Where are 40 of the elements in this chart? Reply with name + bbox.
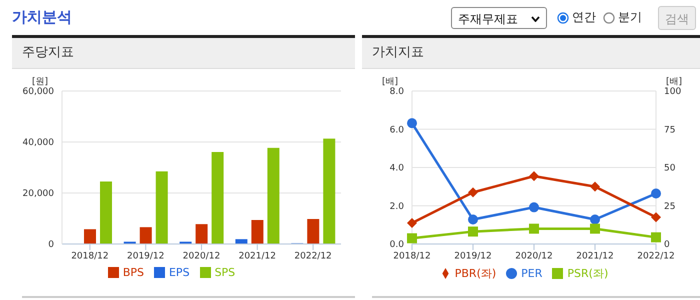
x-tick-label: 2018/12 [71,251,109,262]
y2-tick-label: 25 [664,202,676,212]
x-tick-label: 2022/12 [294,251,332,262]
legend-label: PER [521,267,542,280]
y-tick-label: 0.0 [390,240,404,250]
y2-tick-label: 75 [664,125,676,136]
y-tick-label: 8.0 [390,87,404,98]
y-tick-label: 2.0 [390,202,404,212]
x-tick-label: 2019/12 [454,251,492,262]
text: 검색 [658,6,696,30]
x-tick-label: 2021/12 [238,251,276,262]
legend-label: PBR(좌) [454,267,496,280]
text: 연간 [572,9,596,26]
x-tick-label: 2020/12 [515,251,553,262]
y-tick-label: 0 [48,240,54,250]
y-axis-title: [배] [382,76,398,87]
y-tick-label: 4.0 [390,164,404,174]
legend-label: BPS [122,266,144,279]
y-axis-title: [원] [32,76,48,87]
y2-tick-label: 0 [664,240,670,250]
y2-tick-label: 100 [664,87,682,98]
x-tick-label: 2022/12 [637,251,675,262]
chart-title: 주당지표 [12,35,355,69]
legend-label: EPS [168,266,190,279]
y-tick-label: 20,000 [22,189,54,200]
text: 분기 [618,9,642,26]
chart-title: 가치지표 [362,35,700,69]
legend-label: SPS [214,266,236,279]
text: 주재무제표 [451,7,547,29]
y-tick-label: 6.0 [390,125,404,136]
y2-axis-title: [배] [666,76,682,87]
text: 가치분석 [12,8,72,27]
x-tick-label: 2019/12 [127,251,164,262]
y-tick-label: 60,000 [22,87,54,98]
y2-tick-label: 50 [664,164,676,174]
y-tick-label: 40,000 [22,138,54,148]
x-tick-label: 2020/12 [182,251,220,262]
legend-label: PSR(좌) [567,267,608,280]
x-tick-label: 2018/12 [393,251,431,262]
x-tick-label: 2021/12 [576,251,614,262]
